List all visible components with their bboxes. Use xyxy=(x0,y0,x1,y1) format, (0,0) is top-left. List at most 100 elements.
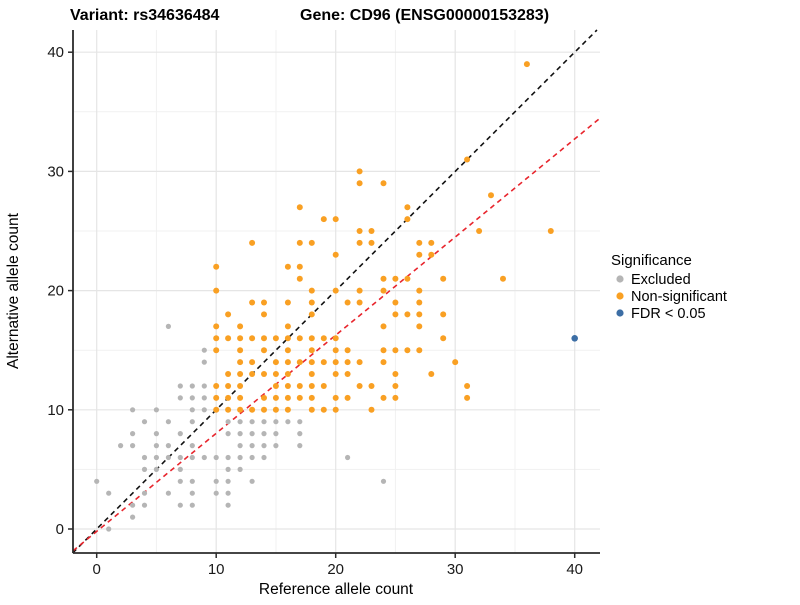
data-point-excluded xyxy=(213,478,219,484)
data-point-non-significant xyxy=(237,406,244,413)
data-point-excluded xyxy=(177,502,183,508)
data-point-non-significant xyxy=(356,239,363,246)
data-point-non-significant xyxy=(261,311,267,318)
data-point-non-significant xyxy=(320,359,327,366)
legend-item-non-significant: Non-significant xyxy=(616,289,727,305)
data-point-excluded xyxy=(261,443,267,449)
data-point-excluded xyxy=(177,395,183,401)
data-point-non-significant xyxy=(380,275,387,282)
y-tick-label: 40 xyxy=(47,44,64,61)
data-point-non-significant xyxy=(368,239,375,246)
data-point-non-significant xyxy=(392,275,399,282)
data-point-excluded xyxy=(189,490,195,496)
data-point-excluded xyxy=(285,419,291,425)
data-point-non-significant xyxy=(416,323,423,330)
data-point-non-significant xyxy=(488,192,494,199)
excluded-key-icon xyxy=(616,275,624,283)
data-point-non-significant xyxy=(308,287,315,294)
data-point-excluded xyxy=(249,478,255,484)
data-point-excluded xyxy=(237,443,243,449)
data-point-excluded xyxy=(189,395,195,401)
data-point-non-significant xyxy=(296,359,303,366)
data-point-non-significant xyxy=(284,299,291,306)
data-point-non-significant xyxy=(344,394,351,401)
legend-item-label: Excluded xyxy=(631,272,691,288)
data-point-excluded xyxy=(201,383,207,389)
data-point-non-significant xyxy=(392,371,399,377)
data-point-non-significant xyxy=(392,299,399,306)
data-point-excluded xyxy=(141,419,148,425)
data-point-non-significant xyxy=(464,383,471,389)
legend-title: Significance xyxy=(611,252,692,269)
data-point-non-significant xyxy=(213,287,220,294)
data-point-non-significant xyxy=(249,239,256,246)
data-point-non-significant xyxy=(404,347,411,354)
data-point-excluded xyxy=(261,431,267,437)
data-point-excluded xyxy=(261,419,267,425)
data-point-excluded xyxy=(165,323,171,329)
data-point-non-significant xyxy=(356,168,363,175)
data-point-excluded xyxy=(106,526,112,532)
data-point-non-significant xyxy=(249,406,256,413)
data-point-non-significant xyxy=(308,406,315,413)
data-point-excluded xyxy=(141,490,148,496)
data-point-excluded xyxy=(213,490,219,496)
data-point-excluded xyxy=(189,383,195,389)
data-point-excluded xyxy=(380,478,387,484)
data-point-excluded xyxy=(130,443,136,449)
legend-item-fdr: FDR < 0.05 xyxy=(616,306,706,322)
data-point-non-significant xyxy=(344,371,351,377)
data-point-non-significant xyxy=(392,383,399,389)
data-point-non-significant xyxy=(225,406,232,413)
x-tick-label: 30 xyxy=(447,561,464,578)
data-point-non-significant xyxy=(332,287,339,294)
data-point-non-significant xyxy=(416,287,423,294)
data-point-excluded xyxy=(201,454,207,461)
data-point-non-significant xyxy=(368,228,375,234)
data-point-non-significant xyxy=(344,359,351,366)
data-point-non-significant xyxy=(392,394,399,401)
data-point-non-significant xyxy=(296,204,303,211)
data-point-non-significant xyxy=(308,311,315,318)
x-axis-label: Reference allele count xyxy=(259,581,414,598)
data-point-non-significant xyxy=(452,359,459,366)
data-point-non-significant xyxy=(213,323,220,330)
data-point-non-significant xyxy=(440,311,447,318)
data-point-excluded xyxy=(153,431,159,437)
y-tick-label: 30 xyxy=(47,163,64,180)
x-tick-label: 0 xyxy=(93,561,101,578)
data-point-excluded xyxy=(249,443,255,449)
data-point-non-significant xyxy=(213,406,220,413)
data-point-non-significant xyxy=(500,275,506,282)
axes: 0 10 20 30 40 0 10 20 30 40 xyxy=(47,30,600,578)
data-point-non-significant xyxy=(380,347,387,354)
data-point-non-significant xyxy=(308,371,315,377)
variant-title: Variant: rs34636484 xyxy=(70,7,220,24)
data-point-non-significant xyxy=(237,371,244,377)
data-point-non-significant xyxy=(296,335,303,342)
data-point-non-significant xyxy=(380,287,387,294)
data-point-excluded xyxy=(249,431,255,437)
data-point-non-significant xyxy=(284,406,291,413)
data-point-non-significant xyxy=(261,371,267,377)
data-point-non-significant xyxy=(261,406,267,413)
data-point-excluded xyxy=(201,395,207,401)
data-point-non-significant xyxy=(392,347,399,354)
data-point-non-significant xyxy=(272,406,279,413)
data-point-excluded xyxy=(141,454,148,461)
data-point-non-significant xyxy=(416,299,423,306)
data-point-non-significant xyxy=(428,251,435,258)
legend: Significance Excluded Non-significant FD… xyxy=(611,252,727,322)
data-point-non-significant xyxy=(380,323,387,330)
data-point-non-significant xyxy=(261,394,267,401)
data-point-non-significant xyxy=(225,394,232,401)
data-point-non-significant xyxy=(332,251,339,258)
data-point-non-significant xyxy=(344,299,351,306)
data-point-non-significant xyxy=(332,394,339,401)
data-point-excluded xyxy=(297,419,303,425)
data-point-non-significant xyxy=(380,394,387,401)
data-point-excluded xyxy=(189,478,195,484)
data-point-non-significant xyxy=(237,394,244,401)
